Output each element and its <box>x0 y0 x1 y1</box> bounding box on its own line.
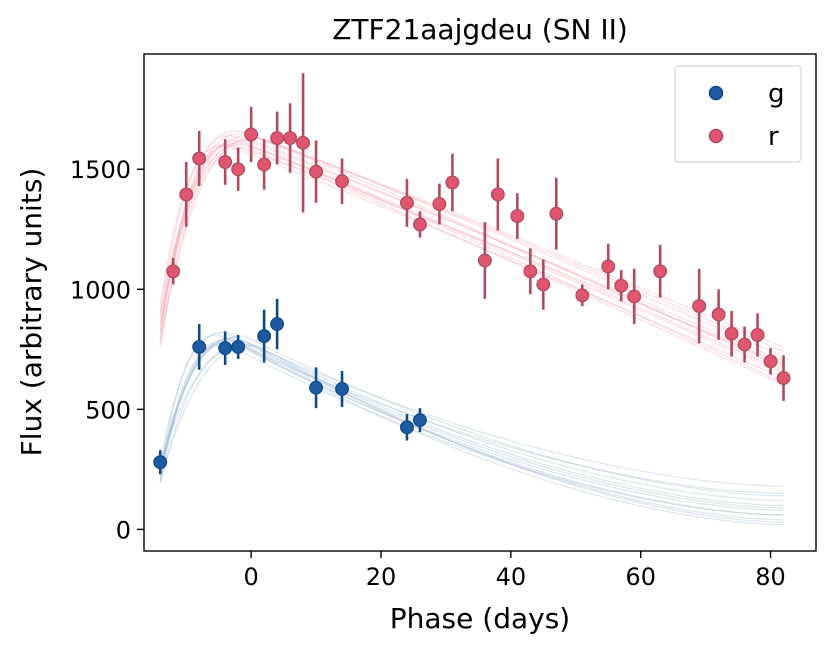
legend-marker-r <box>708 128 724 144</box>
data-point-r-4 <box>231 162 246 177</box>
x-axis-label: Phase (days) <box>390 602 570 635</box>
legend-box <box>674 65 802 163</box>
x-axis-ticks: 0 20 40 60 80 <box>243 551 786 591</box>
data-point-r-10 <box>309 164 324 179</box>
model-curve-g-1 <box>159 331 784 487</box>
y-tick-label-1000: 1000 <box>70 276 131 304</box>
legend-label-g: g <box>768 79 785 109</box>
model-curve-r-6 <box>159 137 784 358</box>
model-curve-r-8 <box>159 144 784 365</box>
data-point-r-33 <box>776 371 791 386</box>
data-point-g-2 <box>218 341 233 356</box>
y-tick-label-500: 500 <box>85 396 131 424</box>
data-point-g-4 <box>257 329 272 344</box>
data-point-r-19 <box>523 264 538 279</box>
y-axis-label: Flux (arbitrary units) <box>15 168 48 457</box>
model-curve-g-0 <box>159 339 784 516</box>
model-curve-g-3 <box>159 336 784 502</box>
data-point-r-15 <box>445 175 460 190</box>
data-point-r-0 <box>166 264 181 279</box>
data-point-r-2 <box>192 151 207 166</box>
data-point-r-25 <box>627 289 642 304</box>
model-curve-g-10 <box>159 345 784 523</box>
data-point-r-13 <box>412 217 427 232</box>
x-tick-label-20: 20 <box>366 563 397 591</box>
x-tick-label-40: 40 <box>496 563 527 591</box>
y-tick-label-0: 0 <box>116 516 131 544</box>
model-curves <box>159 130 784 526</box>
data-point-r-17 <box>490 187 505 202</box>
data-point-g-7 <box>335 381 349 396</box>
data-point-r-22 <box>575 288 590 303</box>
data-point-r-20 <box>536 277 551 292</box>
data-point-r-26 <box>653 264 668 279</box>
data-point-r-7 <box>270 131 285 145</box>
data-point-r-32 <box>763 354 778 369</box>
data-point-r-31 <box>750 327 765 342</box>
data-point-g-9 <box>412 413 427 428</box>
data-point-g-1 <box>192 339 207 354</box>
data-point-r-16 <box>477 253 492 268</box>
data-point-r-27 <box>692 299 707 314</box>
data-point-g-0 <box>153 455 168 470</box>
data-point-g-8 <box>400 420 414 435</box>
data-point-r-14 <box>432 197 447 212</box>
data-point-r-30 <box>737 337 752 352</box>
model-curve-g-9 <box>159 335 784 497</box>
data-point-g-5 <box>270 317 285 332</box>
model-curve-g-7 <box>159 339 784 507</box>
data-points <box>153 127 791 470</box>
model-curve-r-4 <box>159 130 784 348</box>
data-point-r-21 <box>549 206 564 221</box>
model-curve-g-11 <box>159 337 784 509</box>
data-point-r-11 <box>335 174 349 189</box>
legend: g r <box>674 65 802 163</box>
data-point-r-29 <box>724 326 739 341</box>
data-point-r-6 <box>257 157 272 172</box>
legend-label-r: r <box>768 122 779 152</box>
data-point-g-3 <box>231 339 246 354</box>
x-tick-label-60: 60 <box>625 563 656 591</box>
data-point-r-3 <box>218 155 233 169</box>
model-curve-g-4 <box>159 341 784 511</box>
model-curve-r-0 <box>159 142 784 374</box>
legend-marker-g <box>708 85 724 101</box>
data-point-r-9 <box>296 135 311 150</box>
y-axis-ticks: 0 500 1000 1500 <box>70 156 144 544</box>
data-point-r-24 <box>614 278 629 293</box>
data-point-r-18 <box>510 209 525 224</box>
model-curve-r-7 <box>159 132 784 370</box>
x-tick-label-0: 0 <box>243 563 258 591</box>
plot-frame <box>143 53 817 552</box>
data-point-r-5 <box>244 127 259 142</box>
model-curve-r-5 <box>159 144 784 379</box>
data-point-g-6 <box>309 380 324 395</box>
data-point-r-8 <box>283 131 298 145</box>
model-curve-r-1 <box>159 134 784 362</box>
chart-title: ZTF21aajgdeu (SN II) <box>332 13 628 46</box>
data-point-r-12 <box>400 195 414 210</box>
model-curve-g-8 <box>159 342 784 516</box>
data-point-r-23 <box>601 259 616 274</box>
y-tick-label-1500: 1500 <box>70 156 131 184</box>
data-point-r-1 <box>179 187 194 202</box>
x-tick-label-80: 80 <box>755 563 786 591</box>
data-point-r-28 <box>711 307 726 322</box>
